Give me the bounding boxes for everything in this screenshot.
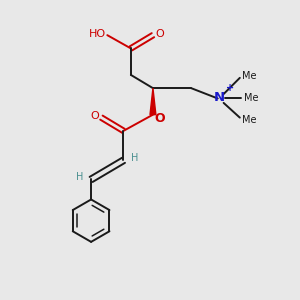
Text: O: O: [91, 111, 99, 121]
Text: Me: Me: [242, 115, 256, 125]
Text: H: H: [131, 153, 138, 163]
Text: N: N: [214, 92, 225, 104]
Text: O: O: [154, 112, 165, 125]
Text: HO: HO: [88, 29, 106, 39]
Text: H: H: [76, 172, 84, 182]
Text: +: +: [226, 83, 234, 93]
Text: Me: Me: [244, 94, 258, 103]
Polygon shape: [150, 88, 156, 115]
Text: Me: Me: [242, 70, 256, 80]
Text: O: O: [155, 29, 164, 39]
